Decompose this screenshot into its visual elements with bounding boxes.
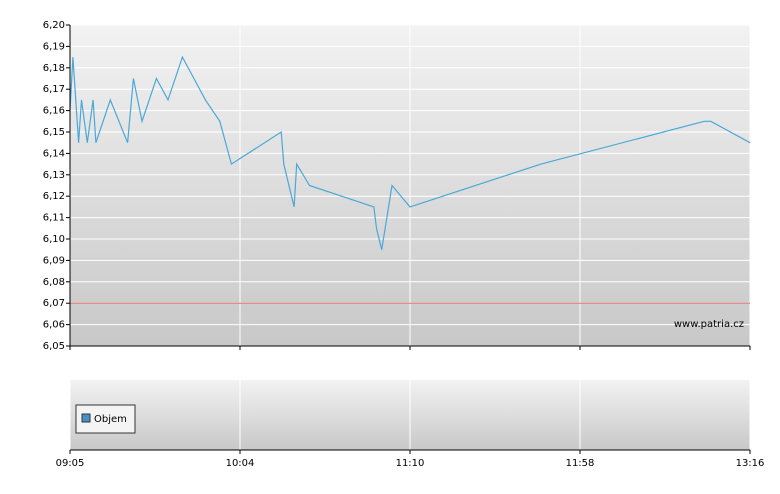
y-tick-label: 6,05: [43, 341, 65, 352]
y-tick-label: 6,17: [43, 84, 65, 95]
y-tick-label: 6,16: [43, 106, 65, 117]
y-tick-label: 6,15: [43, 127, 65, 138]
y-tick-label: 6,12: [43, 191, 65, 202]
x-tick-label: 09:05: [56, 458, 85, 469]
y-tick-label: 6,11: [43, 213, 65, 224]
watermark: www.patria.cz: [674, 319, 744, 330]
x-tick-label: 13:16: [736, 458, 765, 469]
y-tick-label: 6,19: [43, 41, 65, 52]
y-tick-label: 6,18: [43, 63, 65, 74]
legend-label: Objem: [94, 414, 127, 425]
y-tick-label: 6,10: [43, 234, 65, 245]
x-tick-label: 11:58: [566, 458, 595, 469]
y-tick-label: 6,06: [43, 320, 65, 331]
y-tick-label: 6,13: [43, 170, 65, 181]
x-tick-label: 10:04: [226, 458, 255, 469]
y-tick-label: 6,20: [43, 20, 65, 31]
x-tick-label: 11:10: [396, 458, 425, 469]
y-tick-label: 6,07: [43, 298, 65, 309]
marks: [69, 55, 751, 304]
y-tick-label: 6,14: [43, 148, 65, 159]
price-line: [69, 55, 751, 250]
y-tick-label: 6,08: [43, 277, 65, 288]
y-tick-label: 6,09: [43, 255, 65, 266]
legend-swatch: [81, 413, 91, 423]
